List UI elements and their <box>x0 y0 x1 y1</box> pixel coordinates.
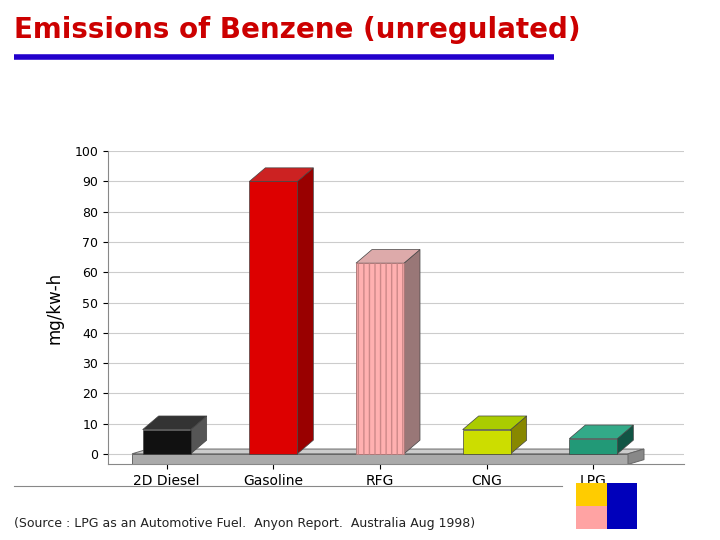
Bar <box>570 438 617 454</box>
Y-axis label: mg/kw-h: mg/kw-h <box>45 272 63 344</box>
Polygon shape <box>463 416 526 430</box>
Bar <box>356 263 404 454</box>
Bar <box>606 483 637 507</box>
Polygon shape <box>404 249 420 454</box>
Polygon shape <box>628 449 644 464</box>
Bar <box>132 454 628 464</box>
Polygon shape <box>297 168 313 454</box>
Bar <box>576 507 606 529</box>
Polygon shape <box>249 168 313 181</box>
Polygon shape <box>617 425 634 454</box>
Bar <box>576 483 606 507</box>
Bar <box>463 430 510 454</box>
Polygon shape <box>143 416 207 430</box>
Bar <box>249 181 297 454</box>
Polygon shape <box>191 416 207 454</box>
Polygon shape <box>356 249 420 263</box>
Polygon shape <box>510 416 526 454</box>
Text: Emissions of Benzene (unregulated): Emissions of Benzene (unregulated) <box>14 16 581 44</box>
Polygon shape <box>132 449 644 454</box>
Text: (Source : LPG as an Automotive Fuel.  Anyon Report.  Australia Aug 1998): (Source : LPG as an Automotive Fuel. Any… <box>14 516 475 530</box>
Bar <box>356 263 404 454</box>
Bar <box>143 430 191 454</box>
Bar <box>606 507 637 529</box>
Polygon shape <box>570 425 634 438</box>
